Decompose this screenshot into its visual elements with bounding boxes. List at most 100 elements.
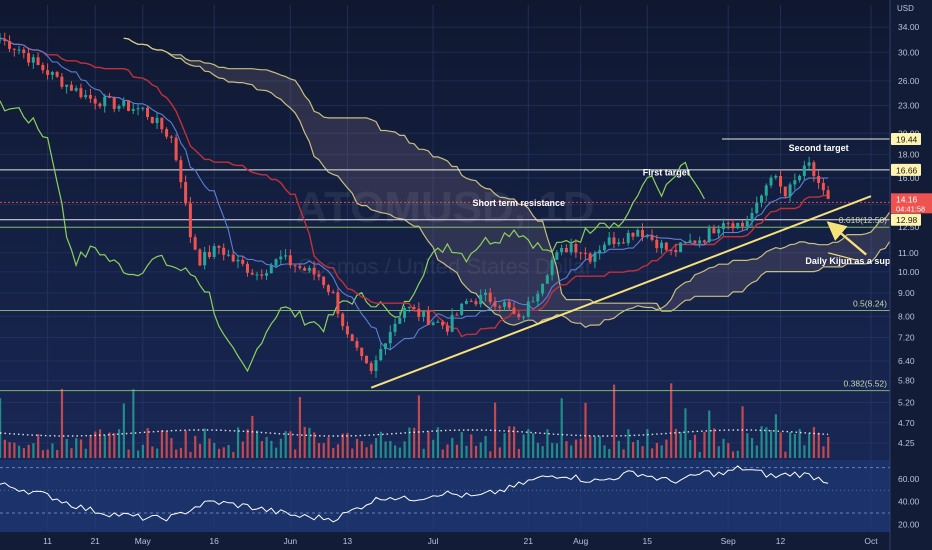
- candle-body: [146, 107, 150, 117]
- volume-bar: [37, 434, 40, 458]
- volume-bar: [812, 427, 816, 458]
- candle-body: [255, 274, 259, 276]
- senkou-span-b-line: [123, 37, 891, 312]
- volume-bar: [503, 433, 506, 458]
- volume-bar: [294, 449, 297, 458]
- watermark-name: Cosmos / United States Dollar: [298, 254, 593, 279]
- candle-body: [417, 308, 421, 317]
- volume-bar: [46, 449, 49, 458]
- volume-bar: [389, 441, 392, 458]
- rsi-background: [0, 460, 890, 532]
- candle-body: [107, 96, 111, 98]
- price-tick-label: 12.50: [898, 222, 920, 232]
- volume-bar: [403, 441, 406, 458]
- time-tick-label: 12: [776, 536, 786, 546]
- volume-bar: [32, 443, 35, 458]
- volume-bar: [612, 384, 616, 458]
- volume-bar: [765, 427, 768, 458]
- candle-body: [464, 300, 468, 304]
- candle-body: [326, 285, 330, 292]
- candle-body: [88, 95, 92, 99]
- candle-body: [46, 70, 50, 75]
- volume-bar: [679, 432, 682, 458]
- volume-bar: [717, 446, 720, 458]
- price-tick-label: 11.00: [898, 248, 919, 258]
- candle-body: [31, 57, 35, 63]
- candle-body: [688, 240, 692, 243]
- volume-bar: [470, 434, 473, 458]
- candle-body: [212, 246, 216, 257]
- candle-body: [384, 343, 388, 350]
- candle-body: [717, 229, 721, 234]
- volume-bar: [560, 398, 563, 458]
- candle-body: [740, 222, 744, 227]
- volume-bar: [727, 443, 730, 458]
- ichimoku-cloud-layer: [123, 37, 891, 329]
- time-tick-label: Jul: [428, 536, 439, 546]
- volume-bar: [722, 438, 725, 458]
- candle-body: [388, 331, 392, 344]
- volume-bar: [517, 448, 520, 458]
- candle-body: [502, 301, 506, 307]
- candle-body: [731, 223, 735, 229]
- candle-body: [141, 107, 145, 109]
- candle-body: [312, 267, 316, 275]
- price-tick-label: 9.00: [898, 288, 915, 298]
- price-tick-label: 23.00: [898, 100, 920, 110]
- candle-body: [679, 242, 683, 253]
- candle-countdown-label: 04:41:58: [896, 204, 925, 213]
- volume-bar: [151, 446, 154, 458]
- current-price-label: 14.16: [896, 194, 918, 204]
- annotations-layer: Second target First target Short term resi…: [370, 143, 908, 389]
- candle-body: [769, 177, 773, 186]
- volume-bar: [322, 443, 325, 458]
- price-tick-label: 4.25: [898, 438, 915, 448]
- volume-bar: [603, 445, 606, 458]
- volume-bar: [522, 434, 525, 458]
- candle-body: [217, 246, 221, 248]
- volume-bar: [313, 432, 316, 458]
- volume-bar: [165, 431, 168, 458]
- candle-body: [712, 228, 716, 234]
- rsi-tick-label: 20.00: [898, 519, 920, 529]
- price-tick-label: 4.70: [898, 418, 915, 428]
- level-badge-label: 12.98: [896, 215, 918, 225]
- volume-bar: [455, 444, 459, 458]
- volume-bar: [660, 445, 663, 458]
- volume-bar: [137, 450, 140, 458]
- volume-bar: [803, 445, 806, 458]
- candle-body: [112, 97, 116, 109]
- candle-body: [188, 203, 192, 238]
- volume-bar: [684, 408, 687, 458]
- tenkan-sen-line: [0, 37, 829, 351]
- volume-bar: [108, 432, 111, 458]
- candle-body: [445, 325, 449, 332]
- volume-bar: [527, 429, 530, 458]
- candle-body: [355, 341, 359, 348]
- candle-body: [60, 76, 64, 87]
- volume-bar: [808, 432, 811, 458]
- volume-bar: [127, 449, 130, 458]
- candle-body: [393, 323, 397, 332]
- candle-body: [526, 301, 530, 317]
- level-badge: [891, 132, 921, 145]
- candle-body: [203, 251, 207, 266]
- candle-body: [655, 239, 659, 249]
- candle-body: [98, 103, 102, 107]
- candle-body: [222, 247, 226, 255]
- volume-bar: [817, 432, 820, 458]
- price-axis-panel: [890, 0, 932, 550]
- candle-body: [702, 240, 706, 243]
- volume-bar: [617, 440, 620, 458]
- candle-body: [298, 266, 302, 268]
- candle-body: [541, 283, 545, 294]
- volume-bar: [779, 432, 782, 458]
- volume-bar: [451, 437, 454, 458]
- candle-body: [593, 253, 597, 262]
- volume-bar: [822, 446, 825, 458]
- candle-body: [450, 314, 454, 332]
- volume-bar: [793, 433, 797, 458]
- candle-body: [721, 223, 725, 230]
